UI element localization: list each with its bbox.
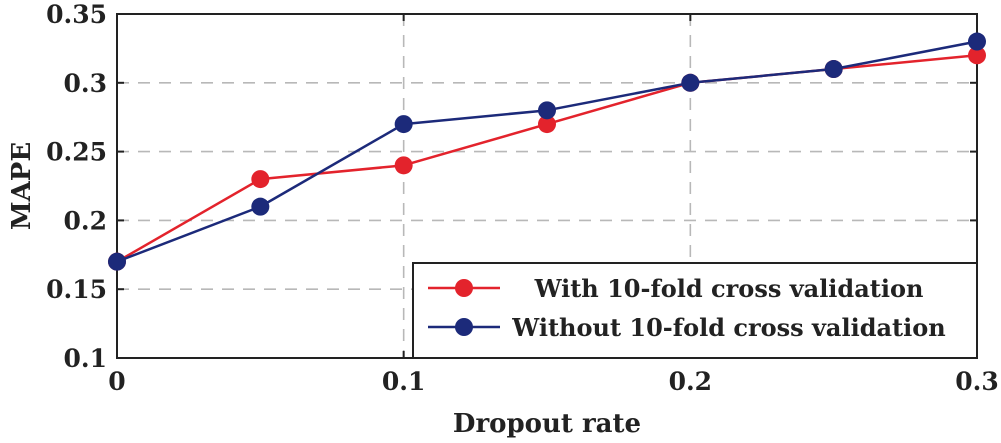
series-layer <box>108 32 986 271</box>
y-tick-label: 0.35 <box>46 0 107 29</box>
y-tick-label: 0.25 <box>46 138 107 167</box>
series-0-point <box>538 115 556 134</box>
series-0-point <box>394 156 413 175</box>
series-1-point <box>538 101 556 120</box>
legend: With 10-fold cross validation Without 10… <box>412 262 978 359</box>
y-tick-label: 0.15 <box>46 275 107 304</box>
y-axis-ticks: 0.1 0.15 0.2 0.25 0.3 0.35 <box>46 0 977 373</box>
series-1-point <box>394 115 413 134</box>
series-0-point <box>968 46 986 65</box>
legend-marker-with-cv <box>455 279 473 297</box>
legend-entry-without-cv: Without 10-fold cross validation <box>428 313 946 342</box>
legend-label-without-cv: Without 10-fold cross validation <box>511 313 945 342</box>
series-1-point <box>108 252 126 271</box>
x-tick-label: 0.3 <box>955 367 999 396</box>
x-tick-label: 0 <box>108 367 125 396</box>
y-tick-label: 0.1 <box>64 344 108 373</box>
series-0-point <box>251 170 270 189</box>
series-1-point <box>681 73 700 92</box>
series-line-0 <box>116 54 978 263</box>
legend-entry-with-cv: With 10-fold cross validation <box>428 274 923 303</box>
x-tick-label: 0.1 <box>382 367 426 396</box>
series-1-point <box>968 32 986 51</box>
y-tick-label: 0.2 <box>64 206 108 235</box>
x-tick-label: 0.2 <box>669 367 713 396</box>
x-axis-ticks: 0 0.1 0.2 0.3 <box>108 14 999 396</box>
y-tick-label: 0.3 <box>64 69 108 98</box>
legend-marker-without-cv <box>455 318 473 336</box>
legend-label-with-cv: With 10-fold cross validation <box>534 274 924 303</box>
series-1-point <box>824 60 843 79</box>
y-axis-label: MAPE <box>7 142 37 230</box>
series-1-point <box>251 197 270 216</box>
legend-box <box>412 262 978 359</box>
x-axis-label: Dropout rate <box>453 409 641 439</box>
